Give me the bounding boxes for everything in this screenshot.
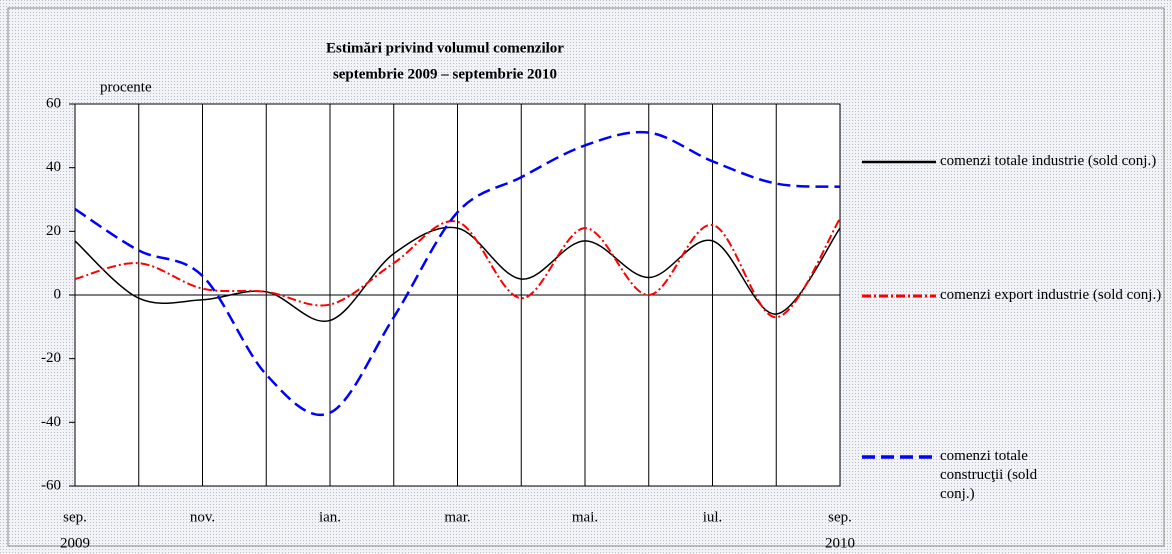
chart-subtitle: septembrie 2009 – septembrie 2010 (333, 66, 557, 82)
series-line (74, 218, 841, 319)
y-tick-label: 0 (54, 286, 62, 302)
y-tick-label: 40 (46, 159, 61, 175)
x-sublabel: 2009 (60, 535, 90, 551)
legend-label: comenzi export industrie (sold conj.) (940, 287, 1162, 303)
y-tick-label: 60 (46, 95, 61, 111)
x-tick-label: ian. (319, 509, 341, 525)
x-tick-label: iul. (703, 509, 723, 525)
y-tick-label: -40 (41, 414, 61, 430)
x-tick-label: mar. (444, 509, 470, 525)
x-tick-label: nov. (190, 509, 215, 525)
x-tick-label: sep. (63, 509, 87, 525)
legend-label: comenzi totale industrie (sold conj.) (940, 153, 1157, 169)
x-tick-label: mai. (572, 509, 598, 525)
series-line (74, 130, 841, 416)
y-tick-label: -20 (41, 350, 61, 366)
x-tick-label: sep. (828, 509, 852, 525)
y-tick-label: -60 (41, 477, 61, 493)
x-sublabel: 2010 (825, 535, 855, 551)
frame (7, 7, 1165, 547)
y-tick-label: 20 (46, 223, 61, 239)
y-axis-label: procente (100, 79, 152, 95)
series-line (74, 226, 841, 323)
chart-title: Estimări privind volumul comenzilor (326, 40, 564, 56)
legend-label: comenzi totale construcţii (sold conj.) (940, 448, 1038, 502)
